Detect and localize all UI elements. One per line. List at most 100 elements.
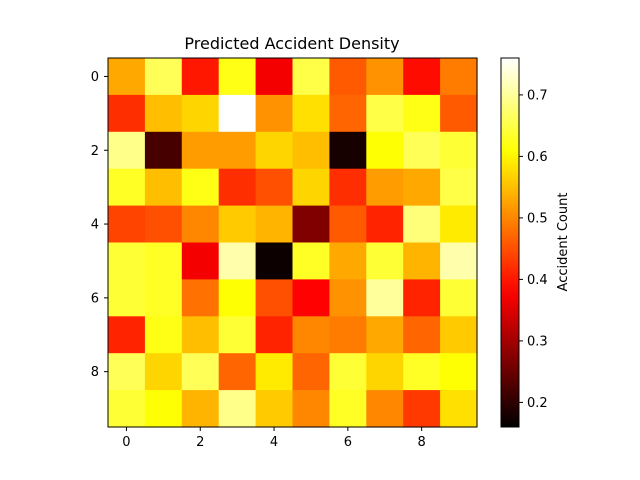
heatmap-cell — [181, 390, 220, 428]
heatmap-cell — [329, 279, 367, 317]
heatmap-cell — [144, 279, 183, 317]
x-axis: 0 2 4 6 8 — [122, 427, 426, 450]
colorbar-tick-label: 0.7 — [527, 88, 548, 103]
heatmap-cell — [292, 58, 330, 96]
heatmap-cell — [292, 353, 330, 391]
heatmap-cell — [108, 316, 146, 354]
colorbar-ticks: 0.2 0.3 0.4 0.5 0.6 0.7 — [519, 88, 548, 411]
heatmap-cell — [255, 94, 294, 133]
heatmap-cell — [440, 316, 478, 354]
heatmap-cell — [440, 205, 478, 244]
heatmap-cell — [329, 168, 367, 207]
heatmap-cell — [329, 242, 367, 280]
heatmap-cell — [440, 58, 478, 96]
heatmap-cell — [440, 168, 478, 207]
heatmap-cell — [292, 316, 330, 354]
heatmap-cell — [329, 94, 367, 133]
heatmap-cell — [181, 58, 220, 96]
x-tick-label: 8 — [418, 435, 426, 450]
colorbar — [500, 57, 520, 428]
y-tick-label: 6 — [91, 291, 99, 306]
heatmap-cell — [440, 131, 478, 170]
y-tick-label: 0 — [91, 70, 99, 85]
heatmap-cell — [403, 205, 441, 244]
heatmap-cell — [181, 279, 220, 317]
y-axis: 0 2 4 6 8 — [91, 70, 108, 380]
heatmap-cell — [329, 353, 367, 391]
heatmap-cell — [218, 279, 257, 317]
heatmap-cell — [403, 58, 441, 96]
heatmap-cell — [181, 316, 220, 354]
heatmap-cell — [329, 316, 367, 354]
heatmap-cell — [144, 94, 183, 133]
heatmap-cell — [403, 353, 441, 391]
heatmap-cell — [292, 279, 330, 317]
heatmap-cell — [218, 168, 257, 207]
heatmap-cell — [255, 316, 294, 354]
colorbar-tick-label: 0.6 — [527, 150, 548, 165]
chart-title: Predicted Accident Density — [184, 34, 399, 53]
heatmap-cell — [108, 168, 146, 207]
heatmap-cell — [440, 353, 478, 391]
heatmap-cell — [144, 205, 183, 244]
heatmap-cell — [255, 205, 294, 244]
heatmap-cell — [440, 390, 478, 428]
heatmap-cell — [366, 168, 404, 207]
heatmap-cell — [292, 94, 330, 133]
heatmap-cell — [144, 316, 183, 354]
y-tick-label: 8 — [91, 365, 99, 380]
plot-frame — [107, 57, 478, 428]
heatmap-cell — [292, 131, 330, 170]
y-tick-label: 2 — [91, 144, 99, 159]
heatmap-cell — [403, 94, 441, 133]
heatmap-cell — [108, 390, 146, 428]
heatmap-cell — [218, 353, 257, 391]
heatmap-cell — [181, 168, 220, 207]
heatmap-cell — [403, 242, 441, 280]
heatmap-cell — [440, 94, 478, 133]
heatmap-cell — [255, 390, 294, 428]
heatmap-cell — [366, 131, 404, 170]
heatmap-cell — [255, 279, 294, 317]
heatmap-cell — [181, 131, 220, 170]
heatmap-cell — [329, 205, 367, 244]
x-tick-label: 2 — [196, 435, 204, 450]
colorbar-tick-label: 0.2 — [527, 396, 548, 411]
heatmap-cell — [403, 316, 441, 354]
heatmap-cell — [403, 168, 441, 207]
heatmap-cell — [108, 131, 146, 170]
x-tick-label: 4 — [270, 435, 278, 450]
heatmap-cell — [366, 58, 404, 96]
heatmap-cell — [218, 58, 257, 96]
heatmap-cell — [144, 390, 183, 428]
heatmap-cell — [292, 205, 330, 244]
heatmap-cell — [366, 94, 404, 133]
heatmap-cell — [366, 205, 404, 244]
y-tick-label: 4 — [91, 218, 99, 233]
heatmap-cell — [329, 390, 367, 428]
heatmap-cell — [144, 58, 183, 96]
heatmap-cell — [108, 242, 146, 280]
heatmap-cell — [181, 205, 220, 244]
heatmap-cell — [440, 242, 478, 280]
heatmap-cell — [108, 94, 146, 133]
heatmap-cell — [329, 131, 367, 170]
heatmap-cell — [292, 168, 330, 207]
heatmap-cell — [403, 279, 441, 317]
heatmap-cell — [440, 279, 478, 317]
heatmap-cell — [292, 390, 330, 428]
colorbar-tick-label: 0.5 — [527, 211, 548, 226]
heatmap-cell — [108, 205, 146, 244]
heatmap-cell — [218, 316, 257, 354]
colorbar-tick-label: 0.3 — [527, 334, 548, 349]
heatmap-cell — [108, 58, 146, 96]
heatmap-cell — [366, 242, 404, 280]
heatmap-cell — [255, 131, 294, 170]
heatmap-cell — [366, 279, 404, 317]
heatmap-cell — [181, 242, 220, 280]
heatmap-cell — [255, 242, 294, 280]
heatmap-cell — [144, 353, 183, 391]
heatmap-cell — [181, 94, 220, 133]
heatmap-cell — [403, 390, 441, 428]
